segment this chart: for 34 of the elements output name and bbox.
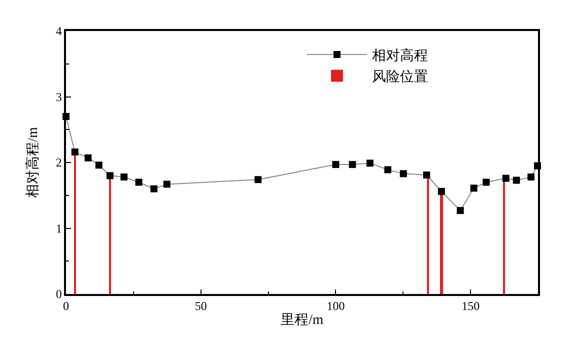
x-tick-label: 150 bbox=[462, 299, 480, 314]
point bbox=[400, 170, 407, 178]
point bbox=[106, 172, 114, 180]
x-axis-title: 里程/m bbox=[280, 312, 324, 328]
point bbox=[470, 184, 478, 192]
point bbox=[527, 173, 534, 180]
point bbox=[332, 160, 340, 168]
y-tick-label: 2 bbox=[56, 156, 62, 170]
point bbox=[512, 176, 520, 184]
point bbox=[502, 174, 510, 182]
point bbox=[95, 162, 102, 169]
point bbox=[423, 171, 430, 178]
point bbox=[482, 178, 490, 186]
point bbox=[438, 188, 445, 195]
y-axis-title: 相对高程/m bbox=[24, 127, 41, 198]
point bbox=[135, 178, 142, 186]
x-tick-label: 100 bbox=[326, 299, 345, 314]
legend-label: 风险位置 bbox=[372, 69, 428, 86]
point bbox=[150, 185, 158, 192]
y-tick-label: 0 bbox=[56, 287, 62, 302]
y-tick-label: 3 bbox=[56, 90, 62, 104]
point bbox=[84, 154, 92, 162]
point bbox=[120, 173, 128, 180]
point bbox=[254, 176, 262, 184]
point bbox=[456, 207, 464, 214]
point bbox=[366, 160, 374, 167]
point bbox=[348, 160, 356, 168]
legend-label: 相对高程 bbox=[372, 48, 428, 64]
x-tick-label: 50 bbox=[194, 299, 207, 314]
point bbox=[71, 148, 78, 156]
point bbox=[384, 166, 392, 174]
y-tick-label: 4 bbox=[56, 24, 62, 38]
y-tick-label: 1 bbox=[56, 221, 62, 236]
point bbox=[163, 180, 170, 188]
